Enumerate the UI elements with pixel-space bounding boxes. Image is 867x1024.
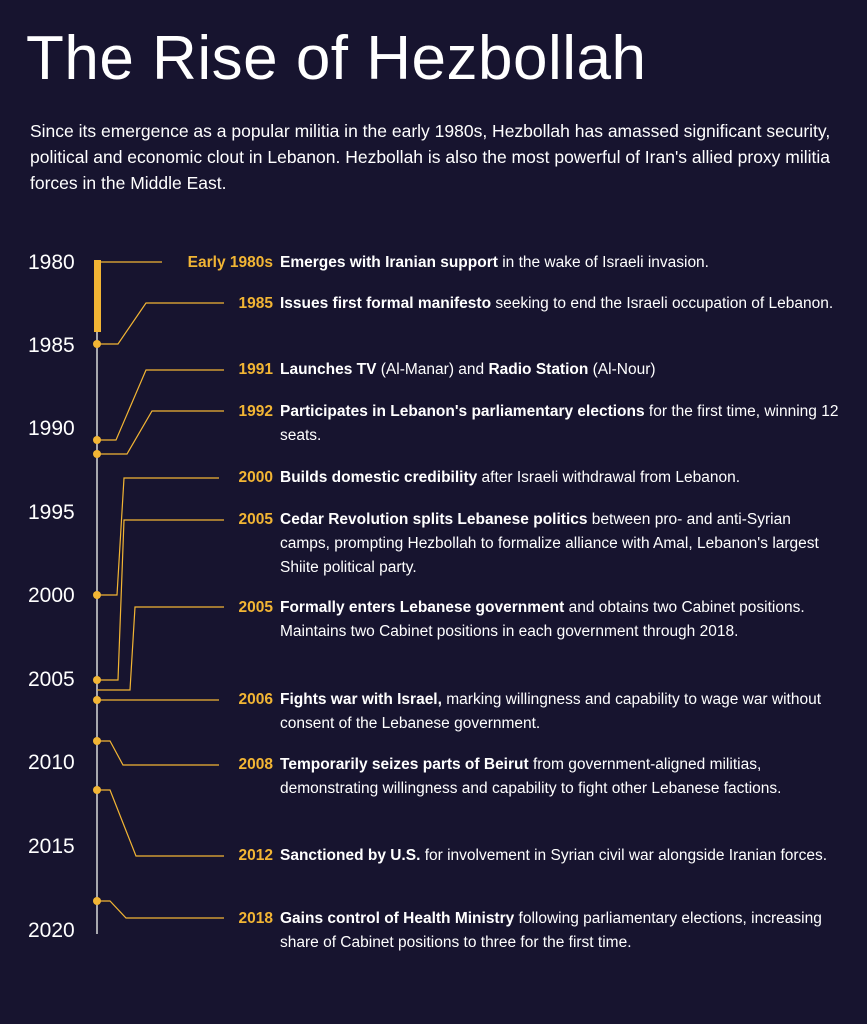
timeline-event: 2000 Builds domestic credibility after Is… — [239, 466, 840, 490]
connector-2005b — [97, 606, 224, 691]
event-description: after Israeli withdrawal from Lebanon. — [477, 469, 741, 486]
connector-2005a — [97, 519, 224, 681]
connector-2000 — [97, 477, 219, 596]
timeline-dot — [93, 786, 101, 794]
event-description-secondary: (Al-Nour) — [588, 361, 656, 378]
timeline-event: 1985 Issues first formal manifesto seekin… — [239, 292, 840, 316]
timeline-dot — [93, 737, 101, 745]
event-description: (Al-Manar) and — [376, 361, 489, 378]
event-headline-secondary: Radio Station — [488, 361, 589, 378]
timeline-event: Early 1980s Emerges with Iranian support … — [188, 251, 840, 275]
axis-year-label: 2000 — [28, 584, 75, 607]
event-date: 2006 — [238, 691, 273, 708]
connector-2018 — [97, 900, 224, 919]
event-headline: Fights war with Israel, — [280, 691, 442, 708]
event-description: from government-aligned militias, demons… — [280, 756, 782, 797]
axis-year-label: 1980 — [28, 251, 75, 274]
event-description: and obtains two Cabinet positions. Maint… — [280, 599, 805, 640]
connector-1991 — [97, 369, 224, 441]
event-date: 2018 — [238, 910, 273, 927]
event-date: 2005 — [238, 599, 273, 616]
event-date: Early 1980s — [187, 254, 273, 271]
timeline-event: 2018 Gains control of Health Ministry fol… — [239, 907, 840, 955]
timeline-event: 2005 Formally enters Lebanese government … — [239, 596, 840, 644]
connector-1985 — [97, 302, 224, 345]
event-date: 2000 — [238, 469, 273, 486]
connector-2012 — [97, 789, 224, 857]
axis-year-label: 2020 — [28, 919, 75, 942]
timeline-event: 2006 Fights war with Israel, marking will… — [239, 688, 840, 736]
event-headline: Cedar Revolution splits Lebanese politic… — [280, 511, 588, 528]
event-headline: Launches TV — [280, 361, 377, 378]
early-1980s-bar — [94, 260, 101, 332]
timeline-dot — [93, 340, 101, 348]
axis-year-label: 2005 — [28, 668, 75, 691]
event-description: in the wake of Israeli invasion. — [497, 254, 709, 271]
timeline-dot — [93, 436, 101, 444]
timeline-dot — [93, 450, 101, 458]
timeline-event: 1992 Participates in Lebanon's parliament… — [239, 400, 840, 448]
timeline-event: 2012 Sanctioned by U.S. for involvement i… — [239, 844, 840, 868]
event-date: 1991 — [238, 361, 273, 378]
axis-year-label: 1995 — [28, 501, 75, 524]
event-headline: Emerges with Iranian support — [280, 254, 498, 271]
timeline-dot — [93, 897, 101, 905]
axis-year-label: 1990 — [28, 417, 75, 440]
timeline-event: 2008 Temporarily seizes parts of Beirut f… — [239, 753, 840, 801]
axis-year-label: 2015 — [28, 835, 75, 858]
event-headline: Sanctioned by U.S. — [280, 847, 421, 864]
timeline-dot — [93, 676, 101, 684]
event-headline: Participates in Lebanon's parliamentary … — [280, 403, 645, 420]
connector-2008 — [97, 740, 219, 766]
timeline-dot — [93, 591, 101, 599]
event-description: marking willingness and capability to wa… — [280, 691, 822, 732]
timeline-dot — [93, 696, 101, 704]
event-headline: Temporarily seizes parts of Beirut — [280, 756, 529, 773]
event-headline: Formally enters Lebanese government — [280, 599, 565, 616]
event-date: 2012 — [238, 847, 273, 864]
event-date: 2008 — [238, 756, 273, 773]
event-description: between pro- and anti-Syrian camps, prom… — [280, 511, 819, 576]
connector-1992 — [97, 410, 224, 455]
event-headline: Builds domestic credibility — [280, 469, 478, 486]
intro-paragraph: Since its emergence as a popular militia… — [30, 121, 831, 193]
timeline-event: 1991 Launches TV (Al-Manar) and Radio Sta… — [239, 358, 840, 382]
event-date: 1985 — [238, 295, 273, 312]
event-date: 1992 — [238, 403, 273, 420]
event-description: for the first time, winning 12 seats. — [280, 403, 839, 444]
axis-year-label: 1985 — [28, 334, 75, 357]
page-title: The Rise of Hezbollah — [26, 24, 647, 93]
timeline-event: 2005 Cedar Revolution splits Lebanese pol… — [239, 508, 840, 580]
event-description: for involvement in Syrian civil war alon… — [420, 847, 828, 864]
event-date: 2005 — [238, 511, 273, 528]
event-description: seeking to end the Israeli occupation of… — [491, 295, 834, 312]
event-headline: Gains control of Health Ministry — [280, 910, 515, 927]
event-description: following parliamentary elections, incre… — [280, 910, 822, 951]
axis-year-label: 2010 — [28, 751, 75, 774]
event-headline: Issues first formal manifesto — [280, 295, 492, 312]
